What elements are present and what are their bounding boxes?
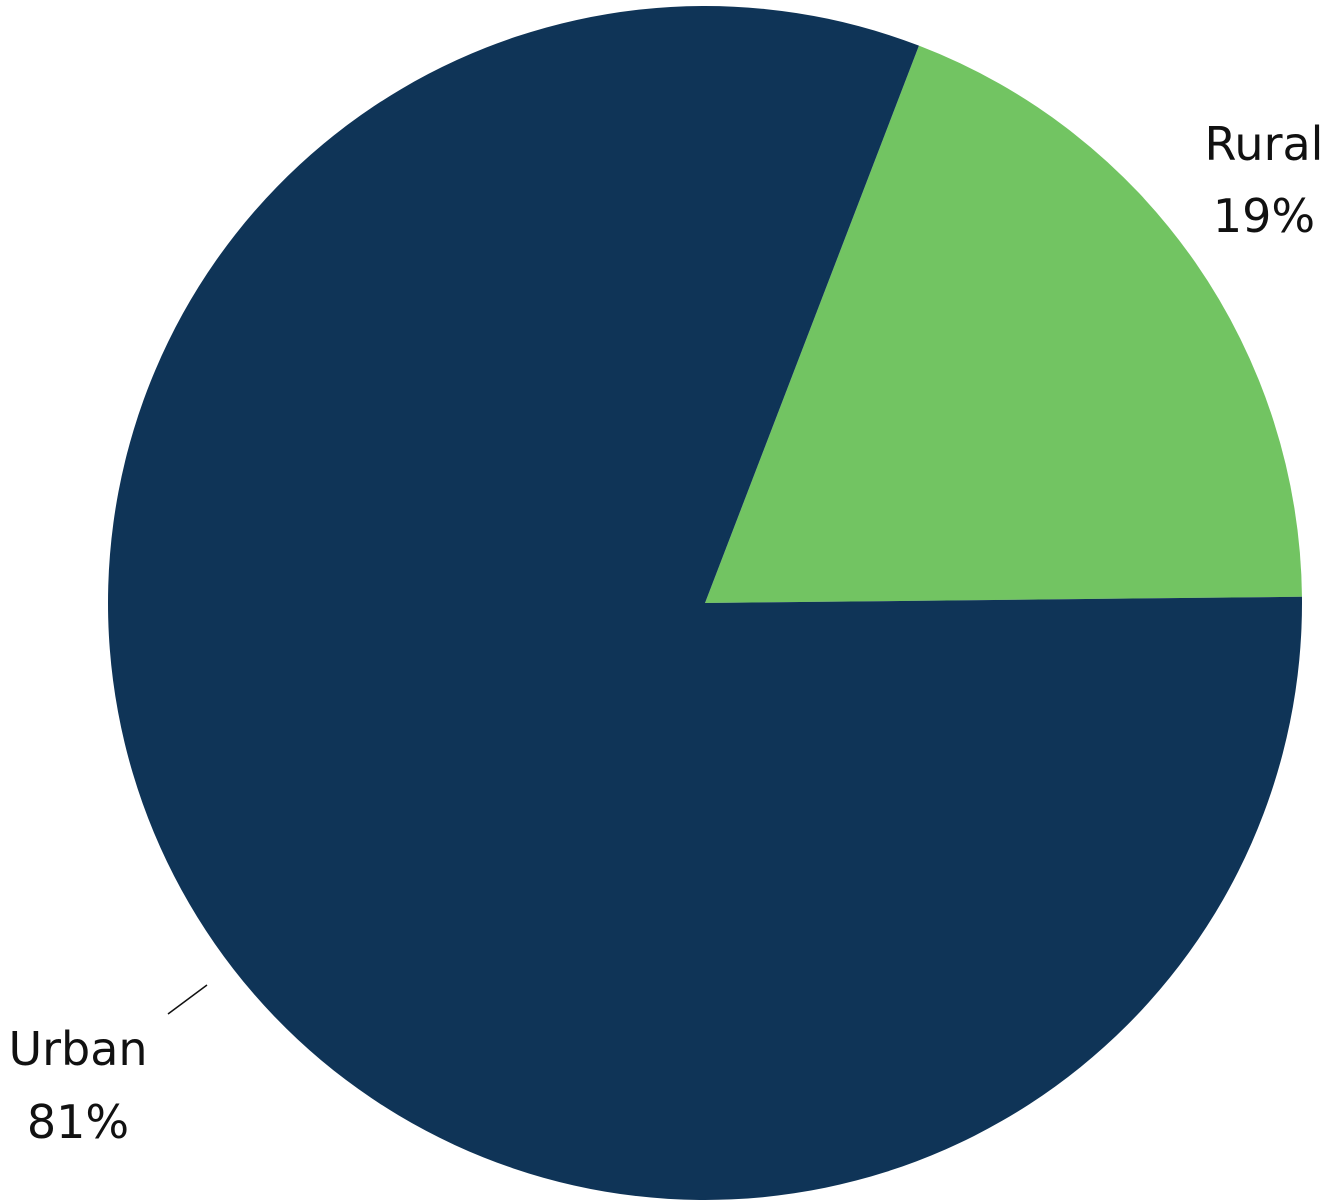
- urban-percent: 81%: [27, 1095, 129, 1149]
- pie-slice-rural: [705, 45, 1302, 603]
- slice-label-urban: Urban 81%: [8, 1022, 147, 1149]
- urban-label: Urban: [8, 1022, 147, 1076]
- pie-slice-urban: [108, 5, 1303, 1200]
- rural-percent: 19%: [1213, 189, 1315, 243]
- pie-slices: [108, 5, 1303, 1200]
- rural-label: Rural: [1205, 117, 1324, 171]
- slice-label-rural: Rural 19%: [1205, 117, 1324, 243]
- urban-leader-line: [167, 984, 208, 1015]
